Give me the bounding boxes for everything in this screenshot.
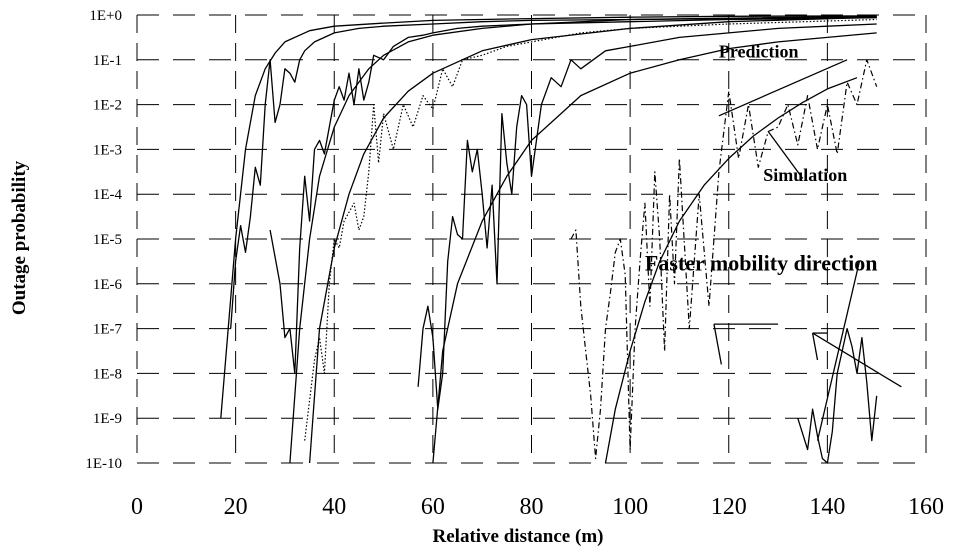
y-tick-label: 1E-6 (93, 277, 123, 293)
prediction-pointer (718, 59, 848, 117)
x-tick-label: 0 (131, 494, 143, 520)
y-tick-label: 1E-10 (85, 456, 122, 472)
x-tick-label: 100 (612, 494, 648, 520)
faster-mobility-arrow (812, 332, 902, 388)
faster-mobility-arrow-head (713, 324, 722, 365)
x-tick-label: 20 (224, 494, 248, 520)
x-tick-label: 40 (322, 494, 346, 520)
prediction-line-1 (220, 15, 877, 419)
y-tick-label: 1E-5 (93, 232, 122, 248)
y-tick-label: 1E+0 (89, 8, 122, 24)
y-tick-label: 1E-9 (93, 411, 122, 427)
simulation-solid-line-6 (230, 16, 877, 329)
x-tick-label: 160 (908, 494, 944, 520)
prediction-line-5 (604, 77, 858, 464)
simulation-dotted-line-8 (304, 18, 877, 441)
y-tick-labels: 1E+0 1E-1 1E-2 1E-3 1E-4 1E-5 1E-6 1E-7 1E-8 1E-9… (85, 8, 122, 472)
x-tick-label: 80 (520, 494, 544, 520)
y-tick-label: 1E-1 (93, 53, 122, 69)
y-tick-label: 1E-4 (93, 187, 123, 203)
y-axis-title: Outage probability (9, 160, 30, 315)
grid (136, 14, 927, 464)
simulation-solid-line-7 (269, 17, 877, 375)
x-axis-title: Relative distance (m) (433, 526, 604, 547)
direction-arrows (713, 59, 902, 441)
y-tick-label: 1E-7 (93, 322, 123, 338)
annotation-label: Simulation (763, 165, 847, 185)
annotations: Prediction Simulation Faster mobility dire… (645, 42, 878, 276)
y-tick-label: 1E-2 (93, 98, 122, 114)
simulation-solid-line-9 (417, 23, 877, 410)
prediction-line-4 (432, 32, 877, 464)
x-tick-label: 140 (809, 494, 845, 520)
simulation-pointer (767, 131, 804, 179)
annotation-label: Prediction (719, 42, 799, 62)
y-tick-label: 1E-3 (93, 142, 122, 158)
faster-mobility-guide (816, 261, 861, 441)
simulation-dashdot-line-10 (570, 59, 878, 460)
x-tick-labels: 0 20 40 60 80 100 120 140 160 (131, 494, 944, 520)
y-tick-label: 1E-8 (93, 366, 122, 382)
plot-series (220, 15, 878, 464)
prediction-line-2 (289, 15, 877, 464)
faster-mobility-arrow-head (811, 332, 819, 361)
annotation-label: Faster mobility direction (645, 250, 878, 275)
x-tick-label: 60 (421, 494, 445, 520)
simulation-solid-line-11 (797, 327, 878, 464)
prediction-line-3 (308, 16, 877, 464)
x-tick-label: 120 (711, 494, 747, 520)
